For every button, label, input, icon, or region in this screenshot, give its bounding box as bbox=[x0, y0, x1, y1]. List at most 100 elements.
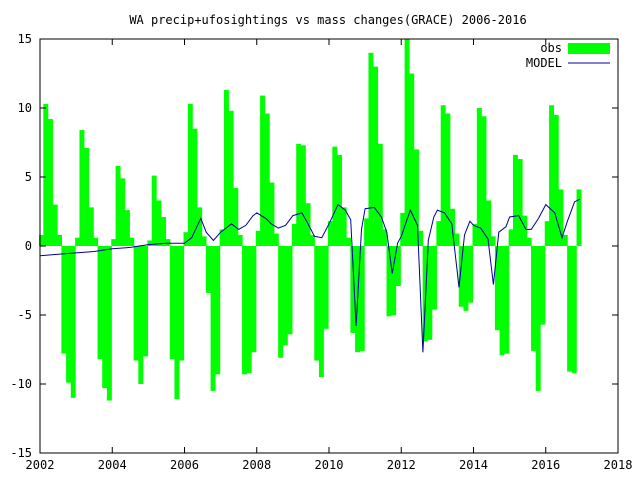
obs-bar bbox=[52, 204, 58, 246]
obs-bar bbox=[571, 246, 577, 373]
obs-bar bbox=[494, 246, 500, 331]
obs-bar bbox=[233, 188, 239, 246]
obs-bar bbox=[66, 246, 72, 383]
obs-bar bbox=[278, 246, 284, 358]
obs-bar bbox=[517, 159, 523, 246]
obs-bar bbox=[463, 246, 469, 311]
obs-bar bbox=[197, 207, 203, 246]
x-tick-label: 2014 bbox=[459, 458, 488, 472]
obs-bar bbox=[151, 175, 157, 246]
obs-bar bbox=[364, 218, 370, 246]
obs-bar bbox=[332, 146, 338, 246]
obs-bar bbox=[359, 246, 365, 351]
obs-bar bbox=[314, 246, 320, 361]
obs-bar bbox=[165, 239, 171, 246]
obs-bar bbox=[143, 246, 148, 357]
obs-bar bbox=[413, 149, 419, 246]
obs-bar bbox=[179, 246, 185, 361]
obs-bar bbox=[490, 236, 496, 246]
legend-label-model: MODEL bbox=[526, 56, 562, 70]
x-tick-label: 2018 bbox=[604, 458, 633, 472]
obs-bar bbox=[422, 246, 428, 342]
obs-bar bbox=[43, 103, 49, 246]
x-tick-label: 2002 bbox=[26, 458, 55, 472]
obs-bar bbox=[111, 239, 117, 246]
x-tick-label: 2004 bbox=[98, 458, 127, 472]
model-series bbox=[39, 198, 581, 353]
obs-bar bbox=[476, 108, 482, 246]
obs-bar bbox=[508, 229, 514, 246]
obs-bar bbox=[228, 110, 234, 246]
obs-bar bbox=[504, 246, 510, 354]
obs-bar bbox=[323, 246, 329, 329]
obs-bar bbox=[535, 246, 541, 391]
obs-bar bbox=[553, 114, 559, 247]
obs-bar bbox=[120, 178, 126, 246]
obs-bar bbox=[246, 246, 252, 373]
obs-bar bbox=[576, 189, 582, 246]
obs-bar bbox=[75, 237, 81, 246]
obs-bar bbox=[187, 103, 193, 246]
obs-bar bbox=[391, 246, 397, 315]
obs-bar bbox=[440, 105, 446, 247]
obs-bar bbox=[260, 95, 266, 246]
obs-bar bbox=[205, 246, 211, 293]
obs-bar bbox=[337, 154, 342, 246]
obs-bar bbox=[97, 246, 103, 360]
chart-title: WA precip+ufosightings vs mass changes(G… bbox=[129, 13, 526, 27]
obs-bar bbox=[61, 246, 67, 354]
obs-bar bbox=[404, 39, 410, 246]
obs-bar bbox=[328, 221, 333, 246]
obs-bar bbox=[223, 90, 229, 246]
obs-bar bbox=[219, 229, 225, 246]
obs-bar bbox=[147, 240, 153, 246]
x-tick-label: 2008 bbox=[242, 458, 271, 472]
obs-bar bbox=[287, 246, 293, 335]
obs-bar bbox=[84, 148, 90, 246]
legend-swatch-obs bbox=[568, 43, 610, 54]
y-axis: -15 -10 -5 0 5 10 15 bbox=[10, 32, 618, 460]
obs-bar bbox=[468, 246, 474, 303]
obs-bar bbox=[341, 207, 347, 246]
obs-bar bbox=[350, 246, 356, 333]
x-tick-label: 2010 bbox=[315, 458, 344, 472]
obs-bar bbox=[192, 128, 198, 246]
obs-bar bbox=[201, 236, 207, 246]
obs-bar bbox=[115, 165, 121, 246]
obs-bar bbox=[418, 230, 424, 246]
obs-bar bbox=[432, 246, 437, 310]
obs-bar bbox=[273, 233, 279, 246]
x-tick-label: 2006 bbox=[170, 458, 199, 472]
obs-bar bbox=[215, 246, 221, 375]
x-tick-label: 2016 bbox=[531, 458, 560, 472]
obs-bar bbox=[486, 200, 492, 246]
obs-bar bbox=[79, 130, 85, 246]
obs-bar bbox=[106, 246, 112, 401]
obs-bar bbox=[558, 189, 564, 246]
obs-bar bbox=[93, 237, 99, 246]
obs-bar bbox=[445, 113, 451, 247]
y-tick-label: -5 bbox=[18, 308, 32, 322]
obs-bar bbox=[436, 221, 442, 246]
obs-bar bbox=[102, 246, 108, 389]
obs-bar bbox=[296, 143, 302, 246]
obs-bar bbox=[129, 237, 135, 246]
obs-bars bbox=[39, 39, 582, 401]
obs-bar bbox=[395, 246, 401, 287]
obs-bar bbox=[549, 105, 555, 247]
obs-bar bbox=[138, 246, 144, 384]
obs-bar bbox=[161, 217, 167, 246]
obs-bar bbox=[88, 207, 94, 246]
obs-bar bbox=[481, 116, 487, 246]
x-axis: 2002 2004 2006 2008 2010 2012 2014 2016 2018 bbox=[26, 39, 633, 472]
obs-bar bbox=[531, 246, 536, 351]
obs-bar bbox=[309, 234, 315, 246]
obs-bar bbox=[544, 221, 550, 246]
obs-bar bbox=[133, 246, 139, 361]
obs-bar bbox=[409, 73, 415, 246]
y-tick-label: 0 bbox=[25, 239, 32, 253]
obs-bar bbox=[156, 200, 162, 246]
obs-bar bbox=[282, 246, 288, 346]
x-tick-label: 2012 bbox=[387, 458, 416, 472]
